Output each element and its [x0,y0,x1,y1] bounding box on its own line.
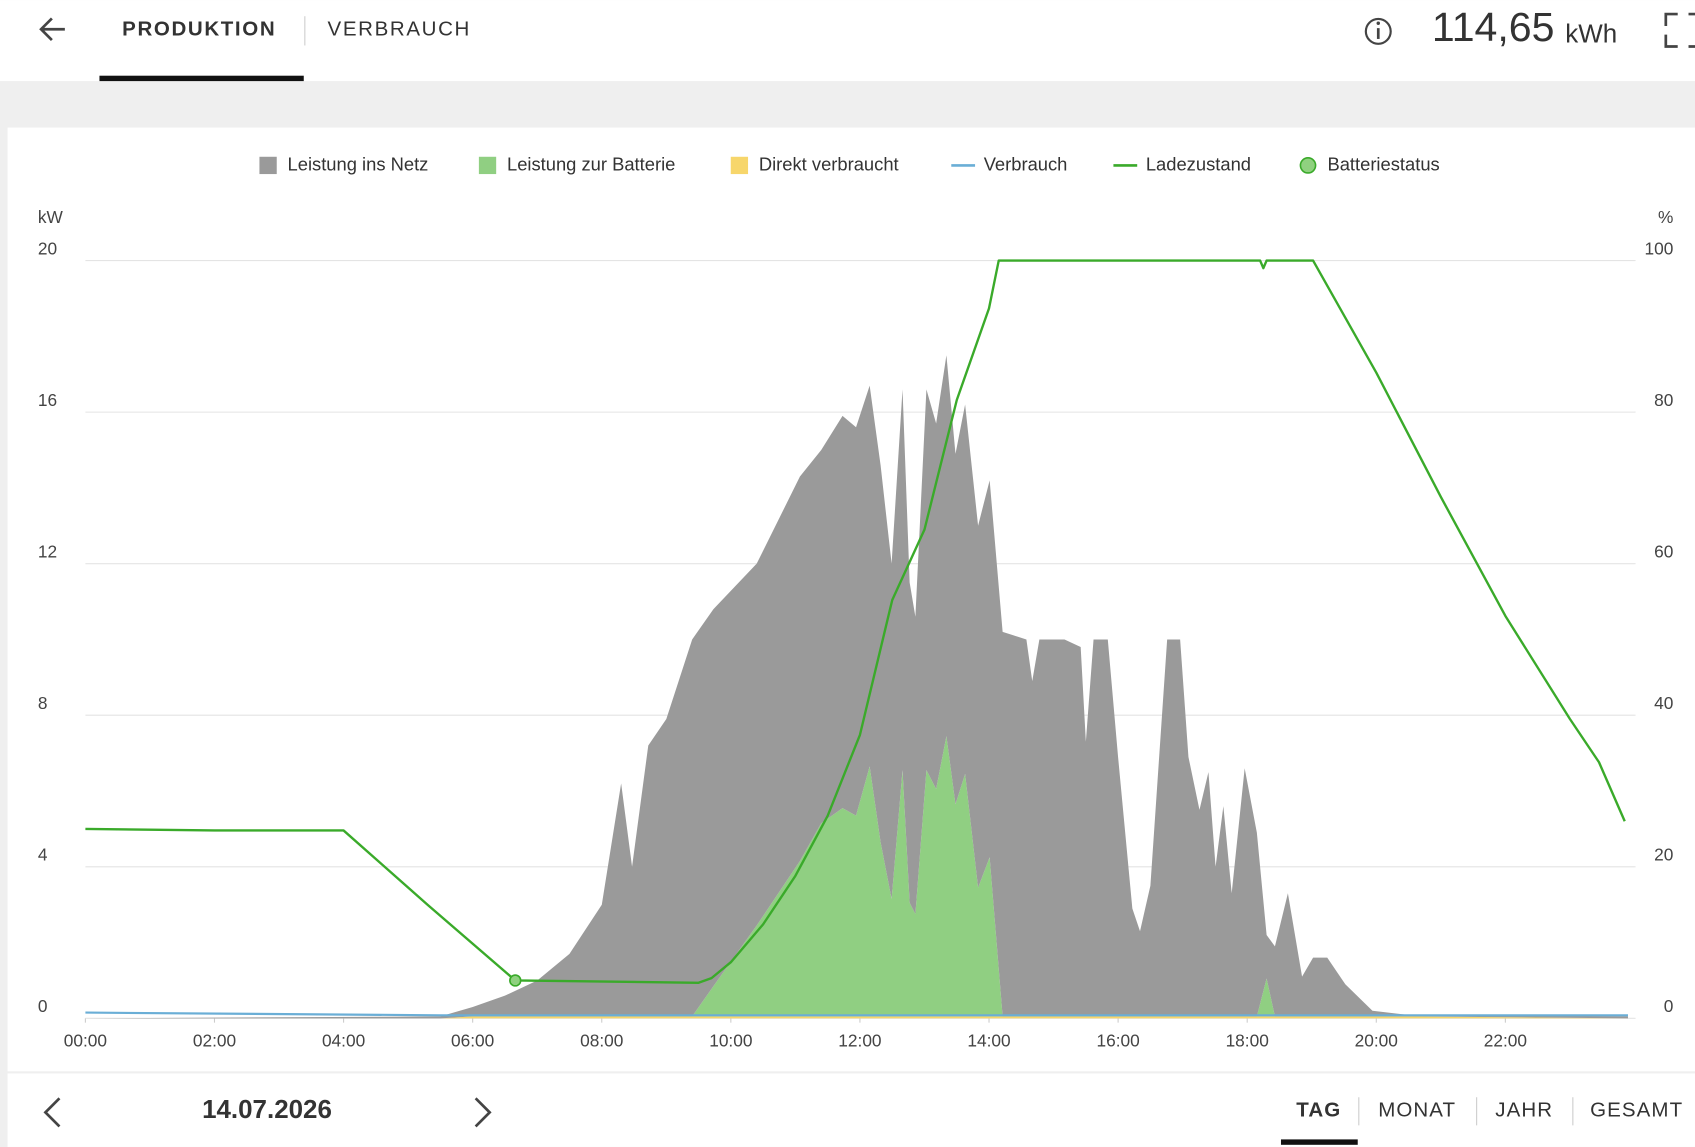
next-day[interactable] [474,1097,492,1128]
y-tick-label: 8 [38,693,48,713]
tab-verbrauch[interactable]: VERBRAUCH [328,18,471,41]
info-icon[interactable] [1364,17,1392,45]
line [85,1011,1628,1017]
legend-label: Leistung zur Batterie [507,153,675,174]
y2-tick-label: 20 [1654,845,1673,865]
x-tick-label: 06:00 [451,1031,494,1051]
period-gesamt[interactable]: GESAMT [1590,1099,1683,1122]
area [85,736,1628,1019]
area [85,355,1628,1019]
area [85,1016,1628,1019]
period-tag[interactable]: TAG [1296,1099,1341,1122]
period-underline [1280,1139,1358,1145]
prev-day[interactable] [43,1097,61,1128]
legend-label: Batteriestatus [1327,153,1439,174]
y2-tick-label: 80 [1654,390,1673,410]
x-tick-label: 20:00 [1355,1031,1398,1051]
x-tick-label: 10:00 [709,1031,752,1051]
x-tick-label: 16:00 [1096,1031,1139,1051]
total-unit: kWh [1565,21,1617,49]
period-monat[interactable]: MONAT [1378,1099,1456,1122]
footer [7,1073,1695,1147]
y2-tick-label: 60 [1654,541,1673,561]
legend-label: Direkt verbraucht [759,153,899,174]
total-value: 114,65 [1432,4,1555,50]
info-circle [1364,17,1392,45]
y-tick-label: 20 [38,238,57,258]
legend-label: Ladezustand [1146,153,1251,174]
tab-produktion[interactable]: PRODUKTION [122,18,276,41]
legend-swatch [1299,157,1317,174]
y2-axis-label: % [1658,207,1673,227]
x-tick-label: 14:00 [967,1031,1010,1051]
back-button[interactable] [39,17,65,41]
fullscreen-button[interactable] [1664,12,1695,48]
legend-swatch [478,156,497,175]
x-tick-label: 00:00 [64,1031,107,1051]
x-tick-label: 04:00 [322,1031,365,1051]
x-tick-label: 02:00 [193,1031,236,1051]
y-axis-label: kW [38,207,64,227]
x-tick-label: 22:00 [1484,1031,1527,1051]
point [509,974,522,987]
header [0,0,1695,82]
y-tick-label: 4 [38,845,48,865]
date: 14.07.2026 [202,1096,332,1124]
y-tick-label: 0 [38,996,48,1016]
period-jahr[interactable]: JAHR [1495,1099,1553,1122]
y2-tick-label: 40 [1654,693,1673,713]
legend-label: Leistung ins Netz [288,153,429,174]
x-tick-label: 08:00 [580,1031,623,1051]
legend-label: Verbrauch [984,153,1068,174]
y2-tick-label: 100 [1645,238,1674,258]
info-dot [1376,21,1380,26]
tab-underline [99,75,304,82]
y-tick-label: 12 [38,541,57,561]
x-tick-label: 12:00 [838,1031,881,1051]
x-tick-label: 18:00 [1226,1031,1269,1051]
plot: 0 4 8 12 16 20 0 20 40 60 80 100 00:00 02:00 04:00 06:0… [38,153,1674,1050]
line [85,259,1626,984]
legend-swatch [730,156,749,175]
y2-tick-label: 0 [1664,996,1674,1016]
legend-swatch [259,156,277,175]
y-tick-label: 16 [38,390,57,410]
